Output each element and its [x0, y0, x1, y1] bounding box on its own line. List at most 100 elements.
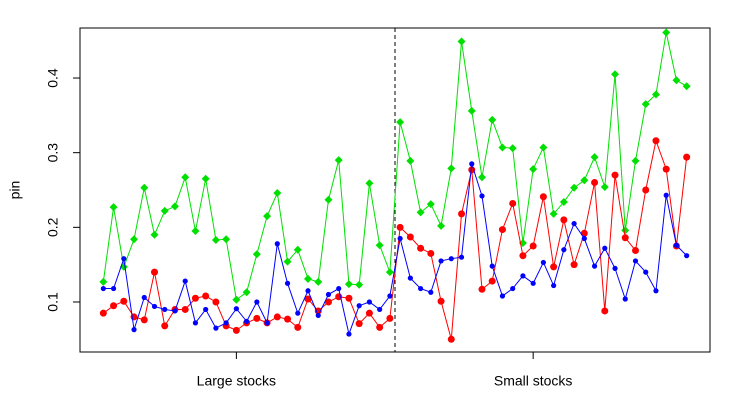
point — [263, 212, 272, 221]
point — [109, 203, 118, 212]
point — [324, 195, 333, 204]
point — [192, 320, 199, 326]
point — [366, 299, 373, 305]
point — [611, 70, 620, 79]
point — [181, 173, 190, 182]
point — [305, 288, 311, 294]
point — [283, 257, 292, 266]
point — [181, 305, 189, 313]
point — [315, 312, 321, 319]
point — [426, 200, 435, 209]
point — [457, 37, 466, 46]
point — [232, 326, 240, 334]
point — [355, 280, 364, 289]
point — [160, 206, 169, 215]
point — [99, 277, 108, 286]
point — [417, 244, 425, 252]
point — [172, 308, 178, 314]
point — [170, 202, 179, 211]
point — [448, 256, 454, 262]
point — [489, 263, 495, 269]
point — [232, 295, 241, 304]
point — [540, 259, 546, 266]
point — [355, 320, 363, 328]
point — [641, 100, 650, 109]
point — [242, 288, 251, 297]
point — [212, 298, 220, 306]
point — [447, 164, 456, 173]
point — [264, 320, 270, 326]
point — [662, 28, 671, 37]
point — [151, 268, 159, 276]
point — [253, 314, 261, 322]
point — [150, 230, 159, 239]
point — [162, 306, 168, 313]
point — [417, 285, 424, 292]
point — [406, 156, 415, 165]
point — [458, 254, 465, 260]
point — [375, 241, 384, 250]
point — [385, 268, 394, 277]
point — [396, 118, 405, 127]
point — [406, 233, 414, 241]
point — [580, 176, 589, 185]
point — [376, 323, 384, 331]
point — [612, 265, 618, 271]
point — [591, 263, 598, 269]
point — [428, 289, 434, 295]
point — [99, 309, 107, 317]
point — [293, 245, 302, 254]
point — [336, 285, 342, 292]
point — [324, 298, 332, 306]
point — [508, 144, 517, 153]
point — [274, 241, 280, 247]
point — [365, 179, 374, 188]
point — [539, 143, 548, 152]
series-line — [102, 32, 687, 301]
point — [294, 323, 302, 331]
point — [580, 229, 588, 237]
point — [304, 274, 313, 283]
point — [344, 280, 353, 289]
point — [509, 199, 517, 207]
point — [252, 250, 261, 259]
point — [672, 76, 681, 85]
point — [222, 235, 231, 244]
point — [254, 299, 260, 305]
point — [662, 165, 670, 173]
x-tick-label: Large stocks — [197, 373, 276, 389]
point — [377, 306, 383, 313]
point — [529, 165, 538, 174]
point — [346, 331, 352, 337]
point — [211, 236, 220, 245]
point — [621, 234, 629, 242]
point — [621, 226, 630, 235]
point — [120, 297, 128, 305]
point — [549, 209, 558, 218]
point — [203, 306, 209, 313]
point — [284, 280, 291, 286]
point — [510, 285, 516, 292]
point — [273, 313, 281, 321]
point — [632, 258, 639, 264]
point — [223, 320, 229, 326]
point — [570, 183, 579, 192]
point — [631, 246, 639, 254]
point — [416, 208, 425, 217]
point — [520, 273, 526, 279]
y-tick-label: 0.4 — [45, 68, 61, 88]
point — [643, 269, 649, 275]
point — [161, 322, 169, 330]
point — [478, 285, 486, 293]
point — [427, 249, 435, 257]
point — [121, 256, 127, 262]
point — [651, 90, 660, 99]
point — [673, 242, 680, 248]
point — [590, 153, 599, 162]
point — [561, 247, 567, 253]
point — [141, 294, 147, 301]
point — [682, 82, 691, 91]
point — [591, 179, 599, 187]
point — [488, 115, 497, 124]
